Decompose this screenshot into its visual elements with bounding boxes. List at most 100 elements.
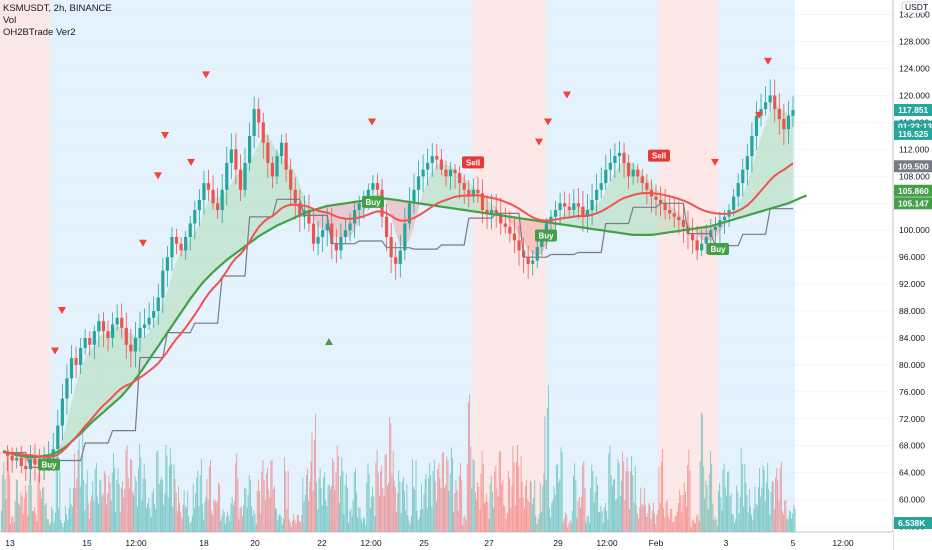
volume-bar (460, 462, 461, 532)
volume-bar (723, 463, 725, 532)
volume-bar (257, 479, 259, 532)
volume-bar (496, 488, 498, 532)
volume-bar (223, 512, 225, 532)
volume-bar (358, 507, 360, 532)
volume-bar (17, 480, 18, 532)
volume-bar (360, 518, 362, 532)
volume-bar (246, 507, 248, 532)
volume-bar (41, 498, 43, 532)
volume-bar (133, 495, 135, 532)
volume-bar (610, 475, 612, 532)
volume-bar (664, 517, 666, 532)
candle-body (453, 169, 457, 173)
candle-body (713, 226, 717, 231)
volume-bar (55, 456, 57, 532)
volume-bar (279, 514, 281, 532)
volume-bar (323, 477, 324, 532)
volume-bar (301, 515, 303, 532)
volume-bar (28, 484, 30, 532)
symbol-title[interactable]: KSMUSDT, 2h, BINANCE (3, 3, 112, 14)
sell-signal[interactable] (648, 149, 670, 162)
candle-body (658, 199, 663, 204)
volume-bar (665, 502, 667, 532)
currency-label[interactable] (901, 1, 927, 14)
volume-bar (418, 517, 420, 532)
volume-bar (724, 487, 726, 532)
buy-signal[interactable] (707, 242, 729, 255)
candle-body (553, 210, 558, 217)
volume-bar (106, 504, 107, 532)
volume-bar (767, 462, 769, 532)
volume-bar (152, 488, 154, 532)
volume-bar (790, 511, 791, 532)
cloud-segment (423, 180, 428, 205)
volume-bar (36, 521, 38, 532)
volume-bar (189, 523, 191, 532)
volume-bar (212, 514, 214, 532)
volume-bar (503, 505, 505, 532)
candle-body (79, 348, 83, 365)
candle-body (462, 183, 466, 190)
volume-bar (643, 488, 645, 532)
buy-signal[interactable] (362, 195, 384, 208)
volume-bar (82, 428, 84, 532)
volume-legend[interactable]: Vol (3, 15, 17, 26)
candle-body (563, 203, 567, 207)
volume-bar (236, 453, 238, 532)
sell-arrow-marker (755, 111, 763, 119)
volume-bar (169, 448, 171, 532)
indicator-legend[interactable]: OH2BTrade Ver2 (3, 27, 76, 38)
candle-body (10, 455, 14, 461)
volume-bar (617, 459, 619, 532)
volume-bar (357, 517, 359, 532)
volume-bar (200, 459, 202, 532)
cloud-segment (103, 333, 109, 413)
price-tick-label: 64.000 (899, 468, 925, 478)
sell-signal[interactable] (462, 156, 484, 169)
volume-bar (147, 503, 149, 532)
candle-body (613, 156, 617, 163)
volume-bar (624, 499, 626, 532)
volume-bar (716, 526, 718, 532)
candle-body (293, 189, 297, 204)
volume-bar (98, 503, 99, 532)
candle-body (608, 162, 612, 170)
volume-bar (420, 509, 422, 532)
volume-bar (140, 457, 142, 532)
volume-bar (220, 521, 222, 532)
volume-bar (741, 464, 743, 532)
volume-bar (85, 483, 87, 532)
volume-bar (536, 524, 538, 532)
volume-bar (208, 466, 210, 532)
cloud-segment (158, 304, 163, 347)
volume-bar (92, 481, 94, 532)
volume-bar (100, 479, 102, 532)
candle-body (517, 240, 521, 251)
volume-bar (676, 511, 678, 532)
volume-bar (224, 523, 226, 532)
volume-bar (61, 522, 63, 532)
volume-bar (521, 481, 523, 532)
volume-bar (19, 505, 21, 532)
price-axis[interactable] (893, 0, 932, 550)
volume-bar (597, 484, 598, 532)
volume-bar (502, 480, 504, 532)
volume-bar (393, 480, 395, 532)
volume-bar (260, 513, 262, 532)
volume-bar (160, 477, 162, 532)
volume-bar (364, 518, 366, 532)
candle-body (366, 189, 370, 197)
buy-signal[interactable] (535, 229, 557, 242)
buy-signal[interactable] (38, 458, 60, 471)
cloud-segment (619, 160, 625, 234)
volume-bar (552, 500, 554, 532)
volume-bar (537, 518, 539, 532)
volume-bar (631, 456, 633, 532)
volume-bar (265, 473, 267, 532)
volume-bar (462, 525, 464, 532)
time-axis[interactable] (0, 532, 893, 550)
cloud-segment (139, 337, 145, 373)
candle-body (179, 243, 183, 251)
candle-body (467, 189, 471, 197)
